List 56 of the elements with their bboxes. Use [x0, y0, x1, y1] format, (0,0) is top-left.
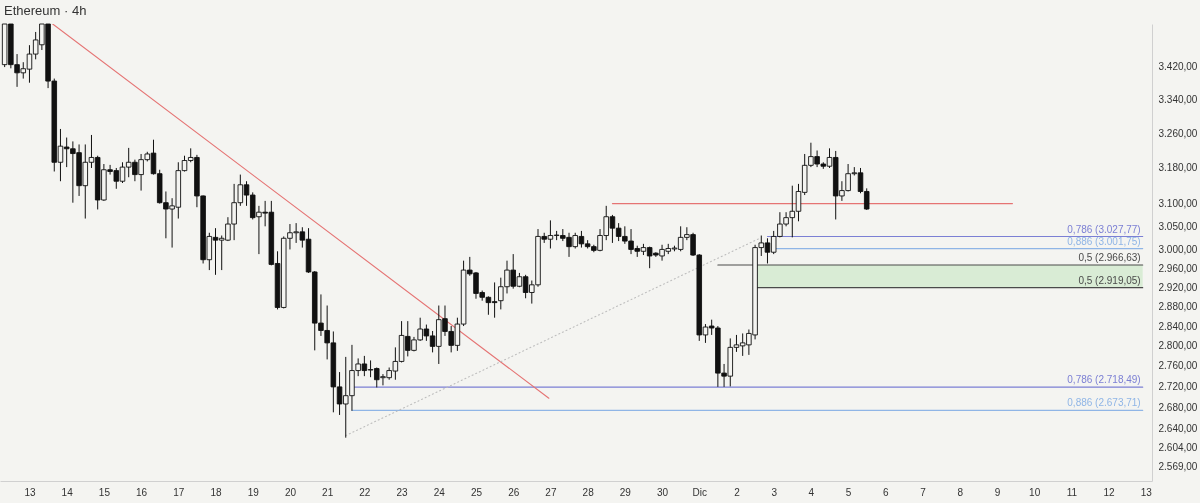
x-tick-label: 12 — [1103, 486, 1116, 498]
y-tick-label: 2.640,00 — [1158, 422, 1198, 434]
series-label: 0,886 (2.673,71) — [1067, 397, 1141, 409]
x-tick-label: 4 — [808, 486, 815, 498]
y-tick-label: 3.180,00 — [1158, 162, 1198, 174]
y-tick-label: 2.680,00 — [1158, 401, 1198, 413]
x-tick-label: 19 — [247, 486, 260, 498]
y-tick-label: 3.000,00 — [1158, 243, 1198, 255]
x-tick-label: 13 — [1140, 486, 1153, 498]
y-tick-label: 2.569,00 — [1158, 460, 1198, 472]
x-tick-label: 27 — [545, 486, 557, 498]
y-tick-label: 3.420,00 — [1158, 60, 1198, 72]
y-tick-label: 2.880,00 — [1158, 300, 1198, 312]
x-tick-label: 20 — [284, 486, 297, 498]
chart-title: Ethereum · 4h — [4, 2, 87, 18]
x-tick-label: 8 — [957, 486, 964, 498]
x-tick-label: 13 — [24, 486, 36, 498]
x-tick-label: 3 — [771, 486, 778, 498]
x-tick-label: 29 — [619, 486, 632, 498]
y-tick-label: 3.100,00 — [1158, 198, 1198, 210]
y-tick-label: 3.260,00 — [1158, 127, 1198, 139]
series-label: 0,786 (3.027,77) — [1067, 223, 1141, 235]
series-label: 0,5 (2.966,63) — [1078, 252, 1141, 264]
x-tick-label: 26 — [508, 486, 520, 498]
x-tick-label: 21 — [322, 486, 334, 498]
x-tick-label: 5 — [845, 486, 852, 498]
y-tick-label: 3.340,00 — [1158, 93, 1198, 105]
series-label: 0,5 (2.919,05) — [1078, 274, 1141, 286]
y-tick-label: 2.760,00 — [1158, 360, 1198, 372]
x-tick-label: 30 — [656, 486, 669, 498]
x-tick-label: 15 — [98, 486, 111, 498]
y-tick-label: 2.604,00 — [1158, 441, 1198, 453]
y-tick-label: 2.800,00 — [1158, 340, 1198, 352]
x-tick-label: 17 — [173, 486, 185, 498]
x-tick-label: 6 — [883, 486, 890, 498]
x-tick-label: 11 — [1066, 486, 1078, 498]
x-tick-label: 24 — [433, 486, 446, 498]
y-tick-label: 2.920,00 — [1158, 281, 1198, 293]
y-tick-label: 3.050,00 — [1158, 220, 1198, 232]
x-tick-label: 28 — [582, 486, 595, 498]
x-tick-label: Dic — [692, 486, 707, 498]
x-tick-label: 14 — [61, 486, 74, 498]
y-tick-label: 2.720,00 — [1158, 380, 1198, 392]
x-tick-label: 22 — [359, 486, 371, 498]
x-tick-label: 7 — [920, 486, 927, 498]
x-tick-label: 23 — [396, 486, 409, 498]
x-tick-label: 16 — [136, 486, 148, 498]
x-tick-label: 18 — [210, 486, 223, 498]
y-tick-label: 2.840,00 — [1158, 320, 1198, 332]
series-label: 0,886 (3.001,75) — [1067, 235, 1141, 247]
x-tick-label: 9 — [994, 486, 1001, 498]
x-tick-label: 2 — [734, 486, 741, 498]
y-tick-label: 2.960,00 — [1158, 262, 1198, 274]
x-tick-label: 25 — [470, 486, 483, 498]
series-label: 0,786 (2.718,49) — [1067, 374, 1141, 386]
x-tick-label: 10 — [1029, 486, 1041, 498]
